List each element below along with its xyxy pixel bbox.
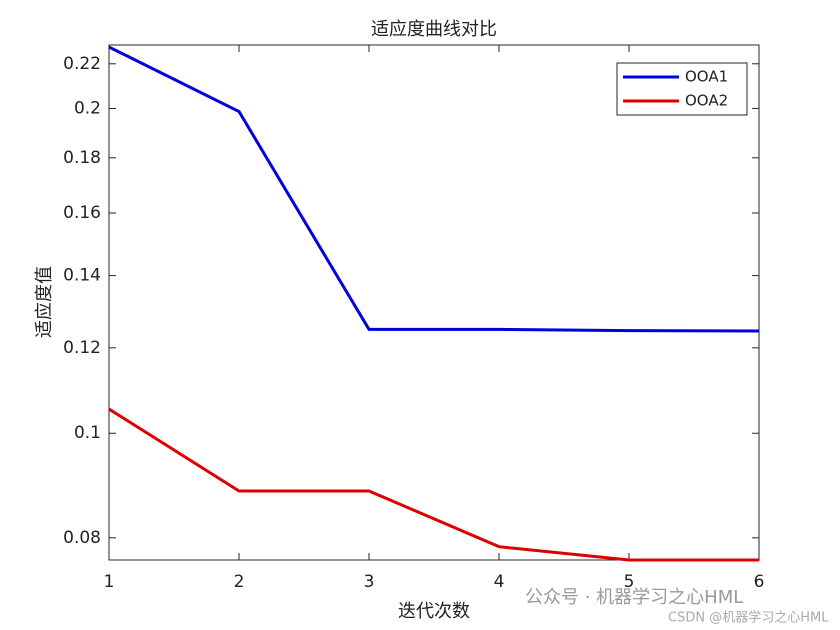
- line: [108, 45, 760, 333]
- line: [108, 407, 759, 562]
- legend: OOA1 OOA2: [616, 62, 748, 116]
- y-tick-label: 0.22: [63, 54, 101, 74]
- watermark: 公众号 · 机器学习之心HML: [525, 587, 743, 608]
- y-tick-label: 0.18: [63, 148, 101, 168]
- y-tick-label: 0.1: [74, 423, 101, 443]
- x-tick-label: 6: [754, 572, 765, 592]
- x-tick-label: 2: [234, 572, 245, 592]
- chart-title: 适应度曲线对比: [371, 19, 497, 40]
- y-tick-label: 0.12: [63, 338, 101, 358]
- x-tick-label: 3: [364, 572, 375, 592]
- legend-box: [616, 62, 748, 116]
- legend-label: OOA1: [685, 68, 728, 86]
- y-tick-label: 0.08: [63, 528, 101, 548]
- legend-label: OOA2: [685, 92, 728, 110]
- x-tick-label: 4: [494, 572, 505, 592]
- plot-area: [108, 44, 760, 561]
- y-tick-label: 0.16: [63, 203, 101, 223]
- y-tick-label: 0.14: [63, 266, 101, 286]
- y-tick-label: 0.2: [74, 98, 101, 118]
- x-axis-label: 迭代次数: [398, 601, 470, 622]
- x-tick-label: 1: [104, 572, 115, 592]
- watermark: CSDN @机器学习之心HML: [668, 610, 829, 626]
- x-tick-label: 5: [624, 572, 635, 592]
- y-axis-label: 适应度值: [34, 266, 55, 338]
